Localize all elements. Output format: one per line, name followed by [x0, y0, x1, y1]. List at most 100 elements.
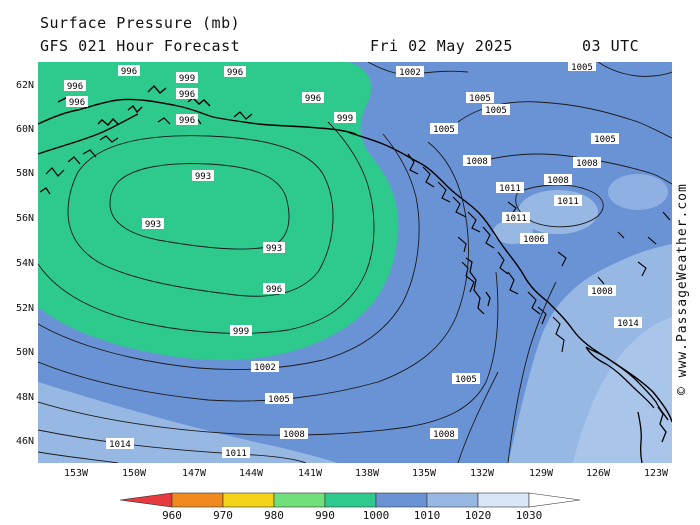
lon-label-126w: 126W: [585, 468, 611, 479]
legend-swatch-1010-1020: [426, 492, 479, 508]
label-box: [463, 155, 491, 166]
lat-label-58n: 58N: [15, 168, 34, 179]
isobar-label: 1005: [469, 94, 491, 104]
label-box: [142, 218, 164, 229]
legend-swatch-1020-1030: [477, 492, 530, 508]
isobar-1011: [38, 429, 307, 463]
isobar-label: 999: [337, 114, 353, 124]
legend-label-990: 990: [315, 509, 335, 522]
isobar-label: 1005: [485, 106, 507, 116]
label-box: [496, 182, 524, 193]
isobar-label: 1005: [455, 375, 477, 385]
isobar-label: 1008: [466, 157, 488, 167]
label-box: [222, 447, 250, 458]
label-box: [591, 133, 619, 144]
label-box: [430, 428, 458, 439]
isobar-label: 999: [179, 74, 195, 84]
lon-label-144w: 144W: [238, 468, 264, 479]
lat-label-60n: 60N: [15, 124, 34, 135]
legend-label-1030: 1030: [515, 509, 543, 522]
isobar-label: 1011: [557, 197, 579, 207]
isobar-1002: [38, 133, 420, 371]
lon-label-138w: 138W: [354, 468, 380, 479]
isobar-label: 993: [195, 172, 211, 182]
lon-label-123w: 123W: [643, 468, 669, 479]
isobar-1005: [38, 141, 469, 402]
isobar-label: 996: [69, 98, 85, 108]
label-box: [334, 112, 356, 123]
pressure-low-990-1000: [38, 62, 399, 361]
isobar-label: 993: [266, 244, 282, 254]
label-box: [614, 317, 642, 328]
haida-gwaii: [465, 257, 491, 315]
isobar-label: 1008: [283, 430, 305, 440]
label-box: [265, 393, 293, 404]
label-box: [176, 88, 198, 99]
isobar-label: 996: [179, 90, 195, 100]
lat-label-50n: 50N: [15, 347, 34, 358]
label-box: [466, 92, 494, 103]
isobar-label: 999: [233, 327, 249, 337]
label-box: [502, 212, 530, 223]
forecast-date: Fri 02 May 2025: [370, 37, 513, 55]
isobar-label: 1005: [571, 63, 593, 73]
isobar-label: 1008: [433, 430, 455, 440]
lon-label-141w: 141W: [297, 468, 323, 479]
isobar-label: 1014: [109, 440, 131, 450]
label-box: [280, 428, 308, 439]
pressure-map[interactable]: 993 993 993 996 996 999 1002 1005 1005 1…: [38, 62, 672, 463]
label-box: [396, 66, 424, 77]
lat-label-48n: 48N: [15, 392, 34, 403]
credit-watermark: © www.PassageWeather.com: [675, 183, 690, 395]
pressure-pocket-1008: [608, 174, 668, 210]
legend-swatch-above-1030: [528, 492, 581, 508]
isobar-label: 1011: [505, 214, 527, 224]
label-box: [520, 233, 548, 244]
lon-label-147w: 147W: [181, 468, 207, 479]
legend-label-1020: 1020: [464, 509, 492, 522]
isobar-label: 996: [179, 116, 195, 126]
legend-swatch-970-980: [222, 492, 275, 508]
alaska-coastline: [38, 84, 357, 155]
legend-label-970: 970: [213, 509, 233, 522]
label-box: [106, 438, 134, 449]
label-box: [263, 242, 285, 253]
label-box: [452, 373, 480, 384]
isobar-label: 996: [67, 82, 83, 92]
isobar-label: 996: [121, 67, 137, 77]
legend-swatch-1000-1010: [375, 492, 428, 508]
pressure-band-1010-1020-inner: [573, 317, 672, 463]
lat-label-46n: 46N: [15, 436, 34, 447]
lat-label-54n: 54N: [15, 258, 34, 269]
isobar-label: 1006: [523, 235, 545, 245]
isobar-label: 1008: [591, 287, 613, 297]
washington-coast: [637, 406, 667, 463]
isobar-label: 1011: [499, 184, 521, 194]
pressure-legend: [0, 490, 700, 525]
isobar-1005-east: [507, 281, 557, 463]
label-box: [176, 114, 198, 125]
mainland-coast-bc: [507, 201, 671, 285]
legend-swatch-below-960: [119, 492, 173, 508]
isobar-label: 1008: [547, 176, 569, 186]
lon-label-129w: 129W: [528, 468, 554, 479]
forecast-time: 03 UTC: [582, 37, 640, 55]
label-box: [263, 283, 285, 294]
isobar-label: 996: [227, 68, 243, 78]
isobar-1008-east: [457, 371, 499, 463]
label-box: [224, 66, 246, 77]
lon-label-153w: 153W: [63, 468, 89, 479]
label-box: [430, 123, 458, 134]
lon-label-135w: 135W: [411, 468, 437, 479]
isobar-label: 1005: [594, 135, 616, 145]
label-box: [554, 195, 582, 206]
isobar-1014: [38, 451, 119, 463]
forecast-subtitle: GFS 021 Hour Forecast: [40, 37, 241, 55]
legend-label-980: 980: [264, 509, 284, 522]
isobar-label: 996: [305, 94, 321, 104]
lat-label-52n: 52N: [15, 303, 34, 314]
legend-label-1010: 1010: [413, 509, 441, 522]
lon-label-132w: 132W: [469, 468, 495, 479]
isobar-label: 1005: [268, 395, 290, 405]
lat-label-62n: 62N: [15, 80, 34, 91]
